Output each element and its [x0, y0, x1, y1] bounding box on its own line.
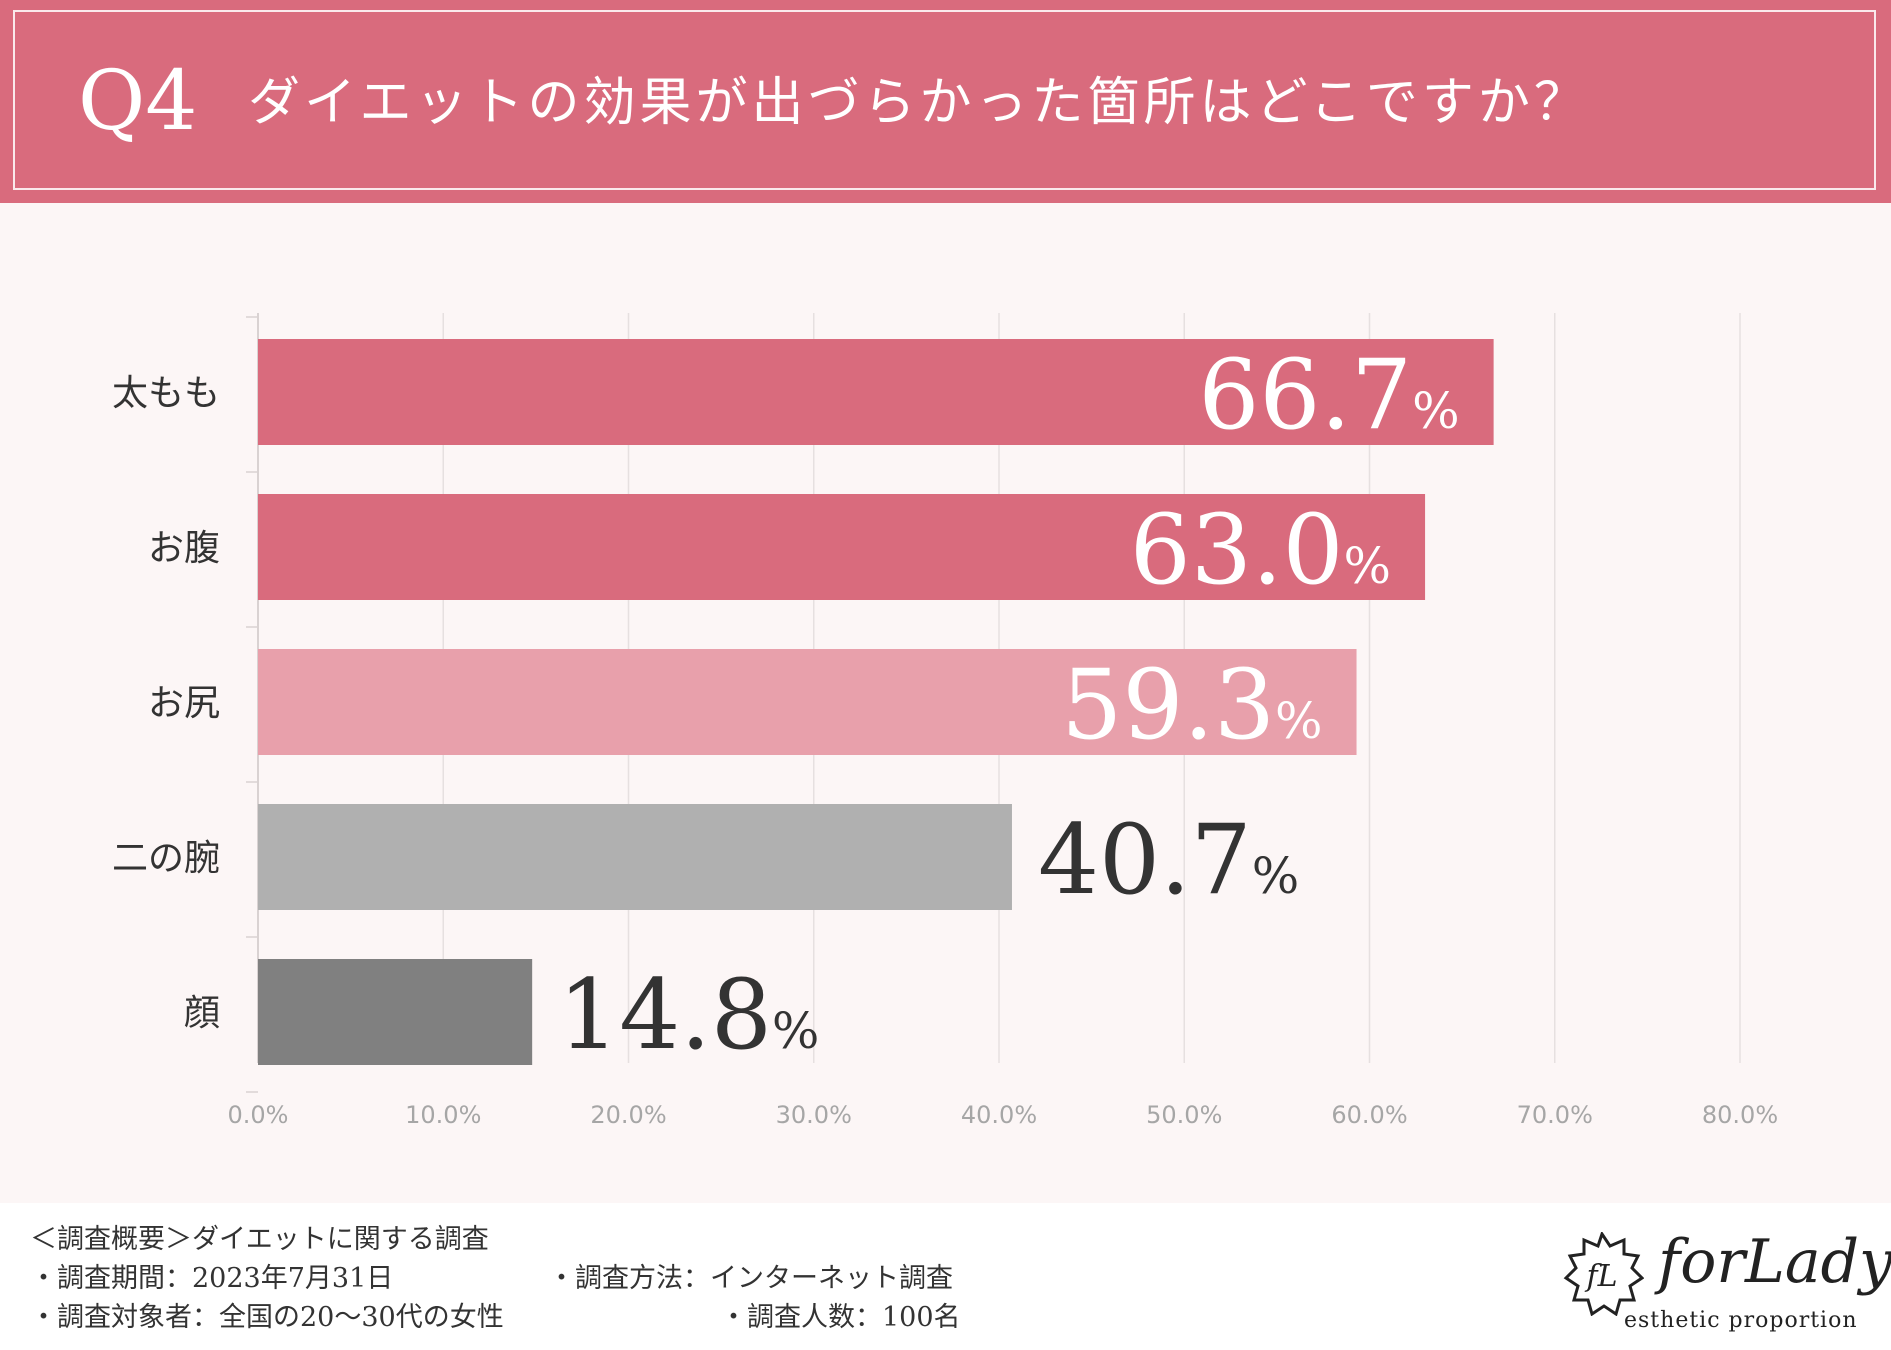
- x-tick-label: 40.0%: [961, 1101, 1037, 1129]
- bar: [258, 804, 1012, 910]
- header-banner: Q4 ダイエットの効果が出づらかった箇所はどこですか？: [0, 0, 1891, 203]
- question-number: Q4: [78, 54, 198, 149]
- data-label: 40.7%: [1038, 804, 1299, 916]
- x-tick-label: 30.0%: [776, 1101, 852, 1129]
- header-frame: [13, 10, 1876, 190]
- x-tick-label: 20.0%: [590, 1101, 666, 1129]
- category-label: 太もも: [112, 373, 220, 414]
- logo-emblem-letters: fL: [1584, 1259, 1617, 1294]
- bar-chart: 0.0% 10.0% 20.0% 30.0% 40.0% 50.0% 60.0% 70.0% 8…: [112, 313, 1778, 1129]
- bar: [258, 649, 1357, 755]
- bar: [258, 959, 533, 1065]
- data-label: 63.0%: [1130, 494, 1391, 606]
- data-label: 14.8%: [558, 959, 819, 1071]
- category-label: 二の腕: [112, 838, 220, 879]
- x-tick-label: 0.0%: [228, 1101, 289, 1129]
- chart-area: 0.0% 10.0% 20.0% 30.0% 40.0% 50.0% 60.0% 70.0% 8…: [0, 203, 1891, 1203]
- x-tick-label: 60.0%: [1331, 1101, 1407, 1129]
- category-label: 顔: [184, 993, 220, 1034]
- logo-name: forLady: [1658, 1227, 1891, 1297]
- data-label: 66.7%: [1198, 339, 1459, 451]
- data-label: 59.3%: [1061, 649, 1322, 761]
- logo-emblem-icon: fL: [1563, 1232, 1644, 1316]
- survey-target: ・調査対象者：全国の20〜30代の女性: [30, 1302, 504, 1333]
- category-label: お尻: [148, 683, 220, 724]
- bar: [258, 339, 1494, 445]
- survey-count: ・調査人数：100名: [720, 1302, 961, 1333]
- logo-tagline: esthetic proportion: [1624, 1308, 1858, 1333]
- survey-period: ・調査期間：2023年7月31日: [30, 1263, 394, 1294]
- x-tick-label: 80.0%: [1702, 1101, 1778, 1129]
- category-label: お腹: [148, 528, 220, 569]
- bar: [258, 494, 1426, 600]
- forlady-logo: fL forLady esthetic proportion: [1560, 1222, 1891, 1342]
- survey-footer: ＜調査概要＞ダイエットに関する調査 ・調査期間：2023年7月31日 ・調査方法…: [0, 1203, 1891, 1350]
- survey-method: ・調査方法：インターネット調査: [548, 1263, 953, 1294]
- x-tick-label: 10.0%: [405, 1101, 481, 1129]
- x-tick-label: 70.0%: [1517, 1101, 1593, 1129]
- survey-overview: ＜調査概要＞ダイエットに関する調査: [30, 1224, 489, 1255]
- x-tick-label: 50.0%: [1146, 1101, 1222, 1129]
- question-title: ダイエットの効果が出づらかった箇所はどこですか？: [248, 73, 1590, 133]
